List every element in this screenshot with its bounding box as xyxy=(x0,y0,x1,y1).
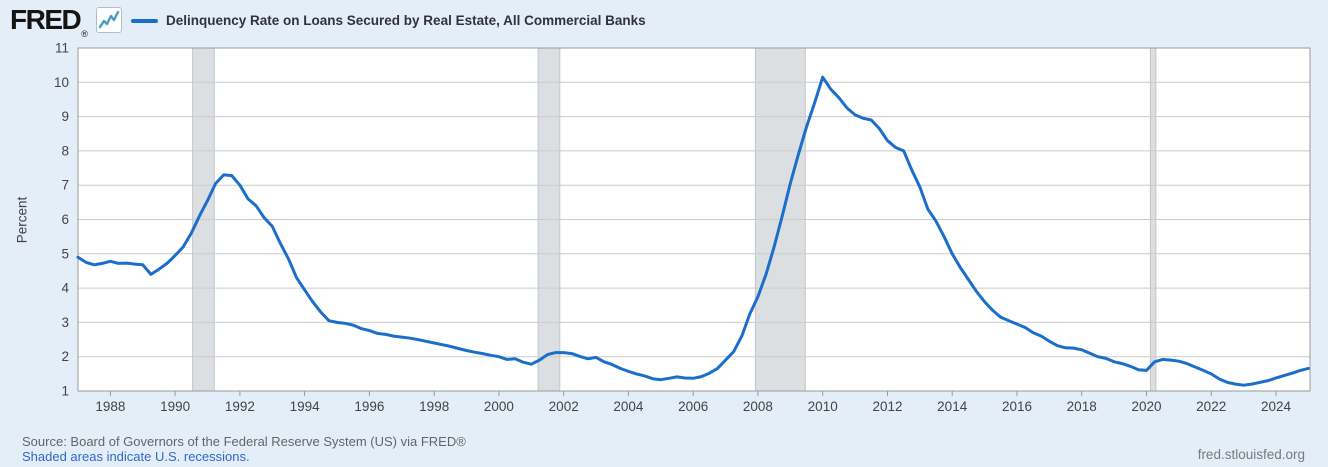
x-tick-label: 2020 xyxy=(1131,399,1161,414)
y-tick-label: 4 xyxy=(61,281,69,296)
x-tick-label: 1992 xyxy=(225,399,255,414)
fred-wordmark: FRED xyxy=(10,4,82,35)
x-tick-label: 1996 xyxy=(354,399,384,414)
x-tick-label: 1988 xyxy=(95,399,125,414)
y-tick-label: 1 xyxy=(61,384,69,399)
y-tick-label: 6 xyxy=(61,212,69,227)
series-legend-swatch xyxy=(131,19,158,23)
chart-canvas[interactable]: 1 2 3 4 5 6 7 8 9 10 11 1988 1990 1992 1994 1996 1998 200… xyxy=(0,0,1328,430)
x-tick-label: 2006 xyxy=(678,399,708,414)
x-tick-label: 2002 xyxy=(549,399,579,414)
y-tick-label: 5 xyxy=(61,246,69,261)
x-tick-label: 2000 xyxy=(484,399,514,414)
recession-shading-link[interactable]: Shaded areas indicate U.S. recessions. xyxy=(22,449,250,464)
x-tick-label: 2014 xyxy=(937,399,968,414)
x-tick-label: 2022 xyxy=(1196,399,1226,414)
plot-border xyxy=(77,47,1311,392)
x-tick-label: 2024 xyxy=(1261,399,1292,414)
x-tick-label: 2010 xyxy=(808,399,838,414)
x-tick-label: 2012 xyxy=(872,399,902,414)
chart-header: FRED® Delinquency Rate on Loans Secured … xyxy=(0,0,1328,40)
fred-site-url: fred.stlouisfed.org xyxy=(1197,447,1305,462)
x-tick-label: 2018 xyxy=(1067,399,1097,414)
x-tick-label: 1990 xyxy=(160,399,190,414)
x-tick-label: 1998 xyxy=(419,399,449,414)
y-tick-label: 8 xyxy=(61,143,69,158)
fred-logo[interactable]: FRED® xyxy=(10,4,88,39)
x-tick-label: 1994 xyxy=(290,399,321,414)
fred-logo-chart-icon[interactable] xyxy=(96,7,122,33)
y-tick-label: 3 xyxy=(61,315,69,330)
y-tick-label: 7 xyxy=(61,178,69,193)
zigzag-line-icon xyxy=(98,10,120,29)
registered-trademark: ® xyxy=(81,29,88,39)
series-line[interactable] xyxy=(76,75,1310,387)
y-tick-label: 2 xyxy=(61,349,69,364)
x-tick-label: 2016 xyxy=(1002,399,1032,414)
series-title: Delinquency Rate on Loans Secured by Rea… xyxy=(166,13,646,28)
y-tick-label: 10 xyxy=(54,75,69,90)
source-attribution: Source: Board of Governors of the Federa… xyxy=(22,434,466,449)
y-tick-label: 9 xyxy=(61,109,69,124)
y-tick-label: 11 xyxy=(55,41,69,56)
x-tick-label: 2004 xyxy=(613,399,644,414)
x-tick-label: 2008 xyxy=(743,399,773,414)
